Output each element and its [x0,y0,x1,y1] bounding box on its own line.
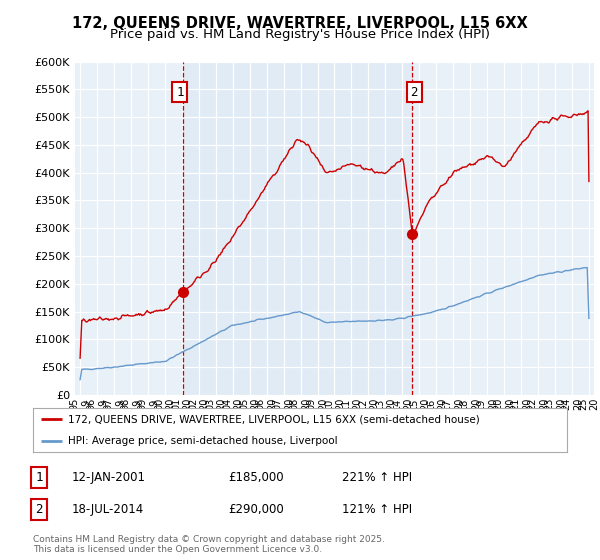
Text: £185,000: £185,000 [228,470,284,484]
Text: Price paid vs. HM Land Registry's House Price Index (HPI): Price paid vs. HM Land Registry's House … [110,28,490,41]
Text: 1: 1 [35,470,43,484]
Text: 18-JUL-2014: 18-JUL-2014 [72,503,144,516]
Text: 172, QUEENS DRIVE, WAVERTREE, LIVERPOOL, L15 6XX (semi-detached house): 172, QUEENS DRIVE, WAVERTREE, LIVERPOOL,… [68,414,479,424]
Text: 1: 1 [176,86,184,99]
Text: 172, QUEENS DRIVE, WAVERTREE, LIVERPOOL, L15 6XX: 172, QUEENS DRIVE, WAVERTREE, LIVERPOOL,… [72,16,528,31]
Text: 12-JAN-2001: 12-JAN-2001 [72,470,146,484]
Text: 2: 2 [410,86,418,99]
Text: Contains HM Land Registry data © Crown copyright and database right 2025.
This d: Contains HM Land Registry data © Crown c… [33,535,385,554]
Text: 121% ↑ HPI: 121% ↑ HPI [342,503,412,516]
Text: 221% ↑ HPI: 221% ↑ HPI [342,470,412,484]
Bar [182,62,412,395]
Text: 2: 2 [35,503,43,516]
Text: HPI: Average price, semi-detached house, Liverpool: HPI: Average price, semi-detached house,… [68,436,337,446]
Text: £290,000: £290,000 [228,503,284,516]
